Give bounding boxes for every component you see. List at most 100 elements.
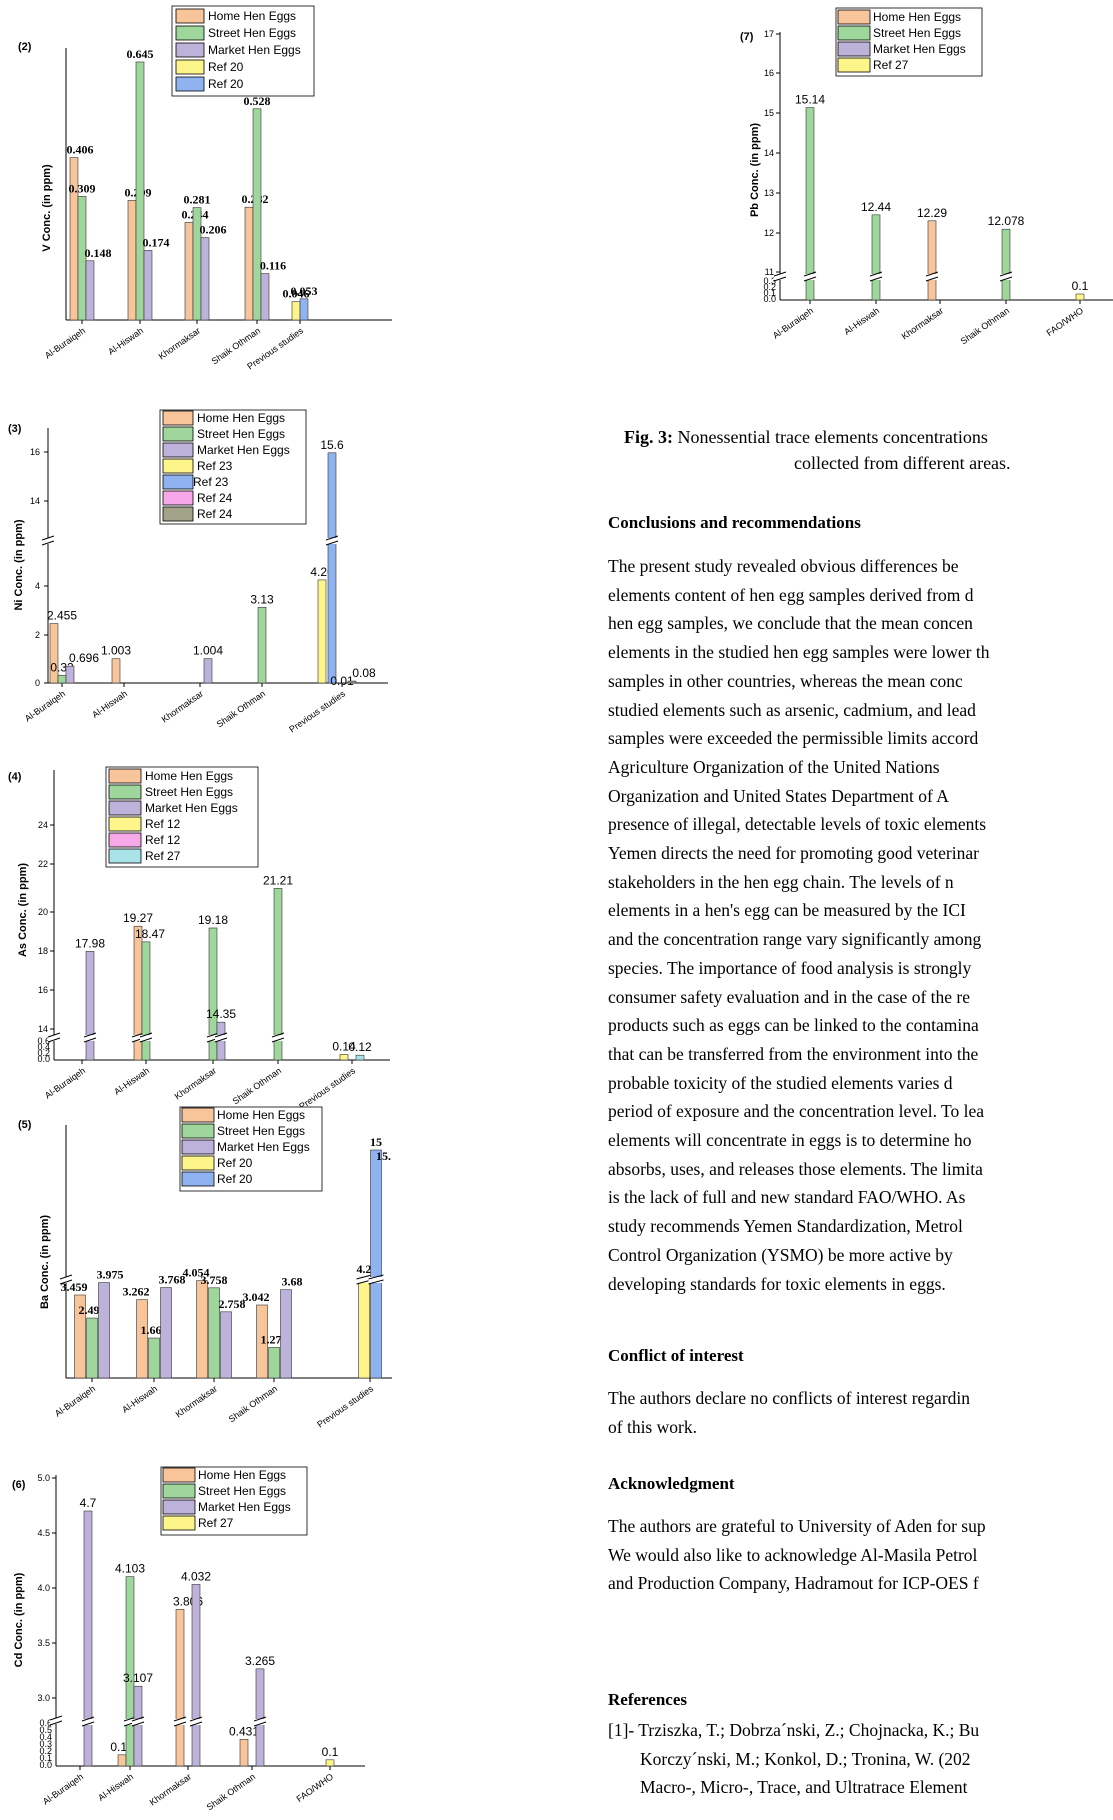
y-tick-label: 11	[765, 267, 774, 277]
y-tick-label: 0.3	[763, 276, 776, 286]
y-tick-label: 0.3	[39, 1739, 52, 1749]
y-tick-label: 24	[38, 820, 48, 830]
text-line: developing standards for toxic elements …	[608, 1273, 946, 1294]
legend-entry: Market Hen Eggs	[197, 443, 290, 457]
bar	[1075, 293, 1085, 301]
bar-break-mark	[325, 540, 339, 546]
x-tick-label: Previous studies	[315, 1383, 375, 1429]
bars-pb: Al-Buraiqeh Al-Hiswah Khormaksar Shaik Othm…	[771, 93, 1089, 347]
x-tick-label: Previous studies	[297, 1065, 357, 1111]
x-tick-label: Al-Hiswah	[120, 1383, 159, 1414]
text-line: absorbs, uses, and releases those elemen…	[608, 1158, 983, 1179]
legend-entry: Ref 23	[197, 459, 233, 473]
x-tick-label: Al-Buraiqeh	[43, 325, 87, 360]
bar	[191, 1584, 201, 1767]
y-tick-label: 0.0	[37, 1054, 50, 1064]
bar-break	[124, 1719, 136, 1725]
legend-entry: Ref 27	[198, 1516, 234, 1530]
data-label: 21.21	[263, 873, 293, 887]
legend-entry: Market Hen Eggs	[208, 43, 301, 57]
figure-caption: Fig. 3: Nonessential trace elements conc…	[624, 424, 1113, 476]
bar	[136, 1299, 148, 1379]
bar-break	[1000, 274, 1012, 280]
data-label: 2.758	[219, 1297, 246, 1311]
y-tick-label: 2	[35, 630, 40, 640]
y-tick-label: 0.0	[763, 294, 776, 304]
bar-break	[84, 1035, 96, 1041]
data-label: 3.459	[61, 1280, 88, 1294]
data-label: 4.2	[357, 1262, 372, 1276]
y-tick-label: 4.0	[37, 1583, 50, 1593]
legend-entry: Ref 20	[217, 1172, 253, 1186]
text-line: species. The importance of food analysis…	[608, 957, 972, 978]
bar-break-mark	[271, 1032, 285, 1038]
data-label: 0.281	[184, 193, 211, 207]
y-tick-label: 20	[38, 907, 48, 917]
data-label: 3.768	[159, 1273, 186, 1287]
legend-ni: Home Hen Eggs Street Hen Eggs Market Hen…	[159, 409, 307, 525]
bar	[111, 658, 121, 684]
data-label: 0.01	[330, 674, 354, 688]
bar-break-mark	[253, 1716, 267, 1722]
bar	[208, 1287, 220, 1379]
text-line: studied elements such as arsenic, cadmiu…	[608, 699, 976, 720]
data-label: 1.004	[193, 644, 223, 658]
bar-break-mark	[869, 276, 883, 282]
bar-break-mark	[214, 1032, 228, 1038]
x-tick-label: Al-Buraiqeh	[53, 1383, 97, 1418]
x-tick-label: Khormaksar	[148, 1771, 193, 1807]
x-tick-label: Al-Hiswah	[112, 1065, 151, 1096]
bar	[268, 1347, 280, 1379]
bar	[77, 196, 87, 321]
text-line: products such as eggs can be linked to t…	[608, 1015, 979, 1036]
legend-entry: Street Hen Eggs	[873, 26, 961, 40]
bar	[1001, 228, 1011, 301]
y-axis-label: Ba Conc. (in ppm)	[39, 1215, 51, 1309]
section-heading-conclusions: Conclusions and recommendations	[608, 513, 861, 532]
bar	[85, 951, 95, 1061]
bar	[337, 682, 347, 684]
x-tick-label: Al-Hiswah	[106, 325, 145, 356]
panel-label: (3)	[8, 423, 22, 435]
bar-break-mark	[81, 1721, 95, 1727]
text-line: and the concentration range vary signifi…	[608, 929, 982, 950]
caption-line-2: collected from different areas.	[794, 453, 1011, 473]
bar-break-mark	[925, 271, 939, 277]
text-line: We would also like to acknowledge Al-Mas…	[608, 1544, 978, 1565]
bar	[239, 1738, 249, 1767]
bar	[256, 1304, 268, 1379]
x-tick-label: Khormaksar	[173, 1065, 218, 1101]
bar-break-mark	[271, 1037, 285, 1043]
data-label: 0.1	[322, 1745, 339, 1759]
bar-break-mark	[325, 535, 339, 541]
y-tick-label: 14	[38, 1024, 48, 1034]
data-label: 0.116	[260, 259, 286, 273]
bar	[927, 220, 937, 301]
bar	[220, 1311, 232, 1379]
bar-break-mark	[999, 271, 1013, 277]
legend-entry: Home Hen Eggs	[873, 10, 961, 24]
bar	[257, 606, 267, 684]
text-line: consumer safety evaluation and in the ca…	[608, 986, 971, 1007]
y-tick-label: 4	[35, 581, 40, 591]
panel-label: (5)	[18, 1119, 32, 1131]
references-body: [1]- Trziszka, T.; Dobrza´nski, Z.; Choj…	[608, 1716, 1113, 1802]
text-line: elements content of hen egg samples deri…	[608, 584, 974, 605]
x-tick-label: Al-Buraiqeh	[43, 1065, 87, 1100]
bar-break	[207, 1035, 219, 1041]
text-line: elements in the studied hen egg samples …	[608, 642, 990, 663]
bar-break	[254, 1719, 266, 1725]
caption-line-1: Fig. 3: Nonessential trace elements conc…	[624, 424, 1113, 450]
legend-entry: Market Hen Eggs	[873, 42, 966, 56]
text-line: Korczy´nski, M.; Konkol, D.; Tronina, W.…	[640, 1748, 971, 1769]
bar	[339, 1054, 349, 1061]
bar-break-mark	[189, 1716, 203, 1722]
text-line: stakeholders in the hen egg chain. The l…	[608, 871, 954, 892]
bar	[98, 1282, 110, 1379]
data-label: 19.27	[123, 911, 153, 925]
data-label: 0.053	[291, 284, 318, 298]
bar-break-mark	[214, 1037, 228, 1043]
bar-break-mark	[131, 1721, 145, 1727]
data-label: 17.98	[75, 936, 105, 950]
